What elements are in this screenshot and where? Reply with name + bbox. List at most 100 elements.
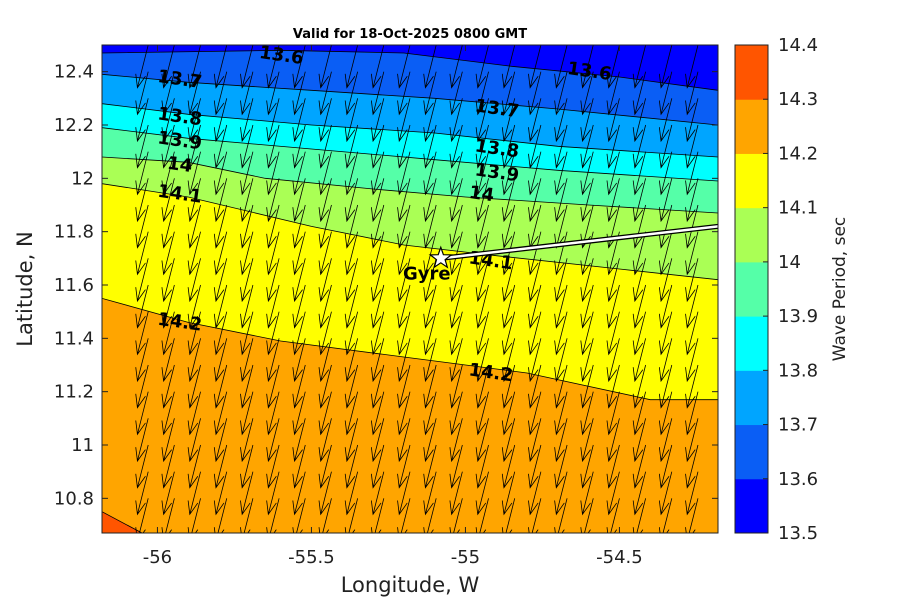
- wave-arrow: [658, 204, 673, 249]
- wave-arrow: [213, 284, 228, 329]
- wave-arrow: [685, 124, 699, 169]
- wave-arrow: [685, 231, 699, 276]
- wave-arrow: [685, 311, 699, 356]
- wave-arrow: [423, 311, 437, 356]
- wave-arrow: [240, 45, 254, 89]
- wave-arrow: [606, 151, 620, 196]
- wave-arrow: [318, 338, 332, 383]
- wave-arrow: [423, 471, 437, 516]
- wave-arrow: [266, 231, 280, 276]
- wave-arrow: [213, 364, 228, 409]
- colorbar-tick-label: 13.9: [778, 306, 818, 327]
- wave-arrow: [528, 71, 542, 116]
- x-tick-label: -56: [143, 547, 172, 568]
- wave-arrow: [397, 124, 411, 169]
- wave-arrow: [423, 98, 437, 143]
- wave-arrow: [685, 204, 699, 249]
- wave-arrow: [397, 444, 411, 489]
- contour-line-13.8: [102, 103, 718, 158]
- wave-arrow: [213, 151, 228, 196]
- wave-arrow: [240, 204, 254, 249]
- wave-arrow: [632, 444, 647, 489]
- wave-arrow: [423, 364, 437, 409]
- wave-arrow: [161, 204, 175, 249]
- wave-arrow: [658, 151, 673, 196]
- wave-arrow: [344, 391, 359, 436]
- wave-arrow: [632, 391, 647, 436]
- wave-arrow: [606, 471, 620, 516]
- wave-arrow: [370, 364, 385, 409]
- wave-arrow: [685, 151, 699, 196]
- wave-arrow: [240, 418, 254, 463]
- colorbar-segment: [735, 153, 768, 209]
- contour-line-14.2: [102, 297, 718, 401]
- y-tick-label: 11.4: [54, 328, 94, 349]
- wave-arrow: [370, 498, 385, 533]
- wave-arrow: [475, 471, 489, 516]
- wave-arrow: [344, 471, 359, 516]
- colorbar: 13.5 13.6 13.7 13.8 13.9 14 14.1 14.2 14.3 14.4: [734, 35, 818, 544]
- wave-arrow: [632, 178, 647, 223]
- wave-arrow: [501, 498, 516, 533]
- wave-arrow: [580, 444, 594, 489]
- wave-arrow: [370, 471, 385, 516]
- wave-arrow: [658, 178, 673, 223]
- wave-arrow: [292, 124, 306, 169]
- wave-arrow: [658, 471, 673, 516]
- wave-arrow: [632, 498, 647, 533]
- wave-arrow: [632, 311, 647, 356]
- wave-arrow: [528, 178, 542, 223]
- wave-arrow: [606, 444, 620, 489]
- marker-label: Gyre: [403, 263, 451, 284]
- wave-arrow: [135, 284, 149, 329]
- wave-arrow: [397, 98, 411, 143]
- wave-arrow: [266, 498, 280, 533]
- x-tick-label: -55: [451, 547, 480, 568]
- wave-arrow: [501, 178, 516, 223]
- wave-arrow: [213, 71, 228, 116]
- wave-arrow: [397, 391, 411, 436]
- wave-arrow: [370, 338, 385, 383]
- wave-arrow: [213, 98, 228, 143]
- wave-arrow: [528, 364, 542, 409]
- wave-arrow: [475, 258, 489, 303]
- wave-arrow: [685, 498, 699, 533]
- y-tick-label: 10.8: [54, 488, 94, 509]
- wave-arrow: [580, 98, 594, 143]
- wave-arrow: [266, 338, 280, 383]
- wave-arrow: [632, 151, 647, 196]
- wave-arrow: [266, 71, 280, 116]
- wave-arrow: [397, 71, 411, 116]
- colorbar-segment: [735, 478, 768, 534]
- contour-label: 14: [468, 182, 496, 206]
- wave-arrow: [266, 178, 280, 223]
- wave-arrow: [397, 471, 411, 516]
- wave-arrow: [370, 258, 385, 303]
- y-tick-label: 11: [71, 435, 94, 456]
- wave-arrow: [318, 124, 332, 169]
- wave-arrow: [161, 258, 175, 303]
- wave-arrow: [292, 338, 306, 383]
- wave-arrow: [685, 391, 699, 436]
- colorbar-tick-label: 13.8: [778, 360, 818, 381]
- wave-arrow: [606, 178, 620, 223]
- wave-arrow: [658, 364, 673, 409]
- wave-arrow: [370, 124, 385, 169]
- wave-arrow: [606, 418, 620, 463]
- wave-arrow: [213, 45, 228, 89]
- wave-arrow: [658, 444, 673, 489]
- colorbar-tick-label: 14.2: [778, 143, 818, 164]
- wave-arrow: [213, 178, 228, 223]
- wave-arrow: [187, 45, 201, 89]
- wave-arrow: [501, 391, 516, 436]
- wave-arrow: [449, 364, 463, 409]
- wave-arrow: [449, 444, 463, 489]
- wave-arrow: [685, 418, 699, 463]
- wave-arrow: [266, 364, 280, 409]
- wave-arrow: [528, 151, 542, 196]
- wave-arrow: [449, 98, 463, 143]
- wave-arrow: [580, 311, 594, 356]
- wave-arrow: [213, 258, 228, 303]
- wave-arrow: [266, 418, 280, 463]
- wave-arrow: [554, 151, 568, 196]
